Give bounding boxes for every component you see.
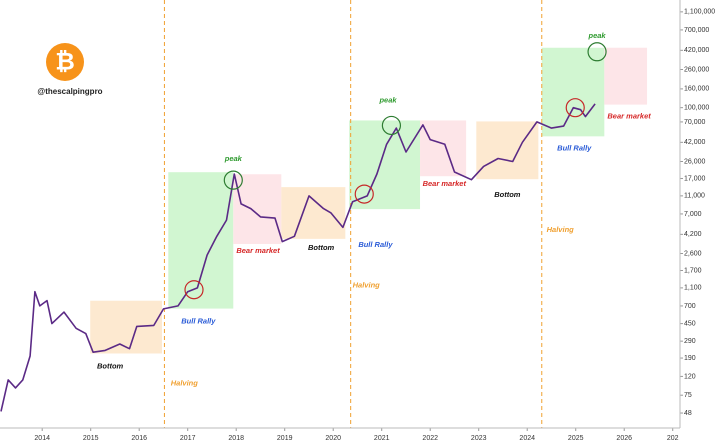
- highlight-circle: [381, 115, 402, 136]
- y-tick-label: 100,000: [684, 105, 709, 112]
- zone: [168, 172, 234, 309]
- zone: [233, 174, 282, 244]
- annotation: Halving: [171, 379, 199, 388]
- y-tick-label: 48: [684, 410, 692, 417]
- y-tick-label: 1,100: [684, 285, 702, 292]
- x-tick-label: 2015: [83, 435, 99, 442]
- annotation: Bull Rally: [358, 240, 393, 249]
- zone: [604, 47, 648, 105]
- y-tick-label: 290: [684, 338, 696, 345]
- y-tick-label: 42,000: [684, 139, 706, 146]
- x-tick-label: 2020: [325, 435, 341, 442]
- highlight-circle: [587, 42, 607, 62]
- x-tick-label: 2026: [616, 435, 632, 442]
- handle: @thescalpingpro: [37, 87, 102, 96]
- annotation: Bull Rally: [557, 143, 592, 152]
- zone: [420, 120, 467, 177]
- highlight-circle: [223, 170, 243, 190]
- annotation: Bear market: [236, 246, 280, 255]
- x-tick-label: 2016: [131, 435, 147, 442]
- highlight-circle: [565, 98, 585, 118]
- annotation: peak: [378, 95, 397, 104]
- x-tick-label: 2019: [277, 435, 293, 442]
- x-tick-label: 2021: [374, 435, 390, 442]
- y-tick-label: 700,000: [684, 27, 709, 34]
- y-tick-label: 120: [684, 373, 696, 380]
- annotation: Bear market: [607, 112, 651, 121]
- annotation: peak: [224, 154, 243, 163]
- y-tick-label: 17,000: [684, 175, 706, 182]
- zone: [281, 187, 346, 239]
- annotation: Halving: [353, 281, 381, 290]
- y-tick-label: 700: [684, 303, 696, 310]
- annotation: Halving: [547, 225, 575, 234]
- x-tick-label: 2025: [568, 435, 584, 442]
- annotation: Bear market: [423, 179, 467, 188]
- x-tick-label: 2023: [471, 435, 487, 442]
- highlight-circle: [184, 280, 204, 300]
- zone: [476, 121, 539, 180]
- y-tick-label: 260,000: [684, 66, 709, 73]
- y-tick-label: 11,000: [684, 193, 705, 200]
- x-tick-label: 2017: [180, 435, 196, 442]
- y-tick-label: 4,200: [684, 231, 702, 238]
- price-line: [0, 103, 596, 412]
- y-tick-label: 160,000: [684, 86, 709, 93]
- annotation: Bull Rally: [181, 317, 216, 326]
- y-tick-label: 190: [684, 355, 696, 362]
- y-tick-label: 2,600: [684, 250, 702, 257]
- zone: [349, 120, 421, 210]
- zone: [90, 300, 162, 354]
- y-tick-label: 1,700: [684, 267, 702, 274]
- x-tick-label: 2018: [228, 435, 244, 442]
- annotation: peak: [588, 31, 607, 40]
- y-tick-label: 75: [684, 392, 692, 399]
- annotation: Bottom: [308, 243, 335, 252]
- y-tick-label: 70,000: [684, 119, 706, 126]
- y-tick-label: 26,000: [684, 158, 706, 165]
- annotation: Bottom: [494, 190, 521, 199]
- x-tick-label: 2014: [34, 435, 50, 442]
- logo-symbol: ₿: [55, 48, 75, 75]
- zone: [541, 47, 605, 137]
- y-tick-label: 450: [684, 320, 696, 327]
- y-tick-label: 1,100,000: [684, 9, 715, 16]
- highlight-circle: [354, 184, 374, 204]
- x-tick-label: 2024: [519, 435, 535, 442]
- y-tick-label: 7,000: [684, 211, 702, 218]
- annotation: Bottom: [97, 361, 124, 370]
- logo-circle: [46, 43, 84, 81]
- zones: [90, 47, 648, 354]
- x-tick-label: 2022: [422, 435, 438, 442]
- x-tick-label: 202: [667, 435, 679, 442]
- y-tick-label: 420,000: [684, 47, 709, 54]
- logo: ₿: [46, 43, 84, 81]
